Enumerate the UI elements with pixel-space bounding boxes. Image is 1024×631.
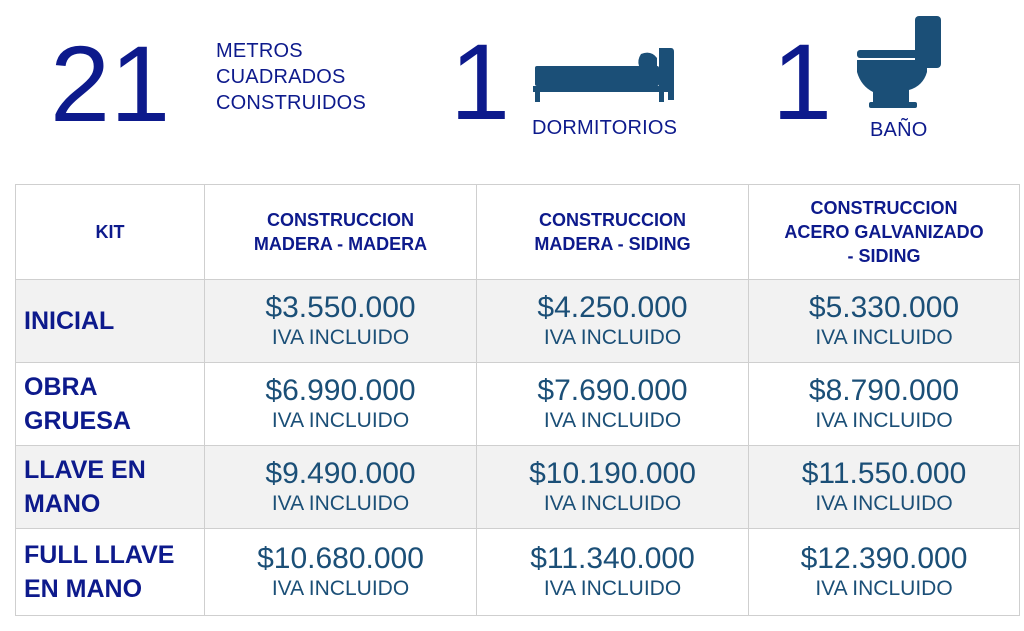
price-cell: $9.490.000 IVA INCLUIDO bbox=[204, 445, 477, 529]
header-line: CONSTRUCCION bbox=[810, 198, 958, 218]
price-cell: $10.680.000 IVA INCLUIDO bbox=[204, 528, 477, 616]
bedrooms-label: DORMITORIOS bbox=[532, 117, 678, 139]
row-label-line: LLAVE EN bbox=[24, 456, 146, 484]
price-value: $9.490.000 bbox=[265, 457, 416, 490]
bathrooms-label: BAÑO bbox=[870, 119, 928, 141]
price-value: $11.550.000 bbox=[801, 457, 967, 490]
bed-icon bbox=[533, 48, 674, 102]
price-note: IVA INCLUIDO bbox=[543, 577, 682, 600]
row-label: FULL LLAVE EN MANO bbox=[15, 528, 205, 616]
toilet-icon bbox=[857, 16, 941, 108]
price-value: $12.390.000 bbox=[800, 542, 968, 575]
header-line: ACERO GALVANIZADO bbox=[784, 222, 984, 242]
price-value: $10.680.000 bbox=[257, 542, 424, 575]
area-label-line: CONSTRUIDOS bbox=[216, 92, 366, 114]
price-note: IVA INCLUIDO bbox=[815, 409, 953, 432]
price-note: IVA INCLUIDO bbox=[543, 492, 682, 515]
area-number: 21 bbox=[50, 23, 171, 144]
price-value: $6.990.000 bbox=[265, 374, 416, 407]
row-label-line: EN MANO bbox=[24, 575, 143, 603]
row-label: INICIAL bbox=[15, 279, 205, 363]
price-value: $4.250.000 bbox=[537, 291, 688, 324]
column-header-kit: KIT bbox=[15, 184, 205, 280]
price-note: IVA INCLUIDO bbox=[815, 492, 953, 515]
price-note: IVA INCLUIDO bbox=[815, 577, 953, 600]
bedrooms-number: 1 bbox=[450, 21, 511, 142]
header-line: - SIDING bbox=[847, 246, 921, 266]
price-note: IVA INCLUIDO bbox=[815, 326, 953, 349]
price-value: $7.690.000 bbox=[537, 374, 688, 407]
summary-header: 21 METROS CUADRADOS CONSTRUIDOS 1 DORMIT… bbox=[0, 0, 1024, 180]
price-cell: $10.190.000 IVA INCLUIDO bbox=[476, 445, 749, 529]
row-label-line: GRUESA bbox=[24, 407, 131, 435]
row-label: OBRA GRUESA bbox=[15, 362, 205, 446]
price-cell: $11.340.000 IVA INCLUIDO bbox=[476, 528, 749, 616]
header-line: CONSTRUCCION bbox=[267, 210, 414, 230]
price-value: $5.330.000 bbox=[808, 291, 960, 324]
header-line: MADERA - MADERA bbox=[253, 234, 428, 254]
row-label-line: MANO bbox=[24, 490, 101, 518]
price-cell: $3.550.000 IVA INCLUIDO bbox=[204, 279, 477, 363]
row-label: LLAVE EN MANO bbox=[15, 445, 205, 529]
column-header-madera-madera: CONSTRUCCION MADERA - MADERA bbox=[204, 184, 477, 280]
price-cell: $12.390.000 IVA INCLUIDO bbox=[748, 528, 1020, 616]
column-header-madera-siding: CONSTRUCCION MADERA - SIDING bbox=[476, 184, 749, 280]
header-line: MADERA - SIDING bbox=[534, 234, 691, 254]
column-header-acero-siding: CONSTRUCCION ACERO GALVANIZADO - SIDING bbox=[748, 184, 1020, 280]
table-row: FULL LLAVE EN MANO $10.680.000 IVA INCLU… bbox=[15, 528, 1020, 616]
row-label-line: INICIAL bbox=[24, 307, 115, 335]
price-value: $11.340.000 bbox=[530, 542, 695, 575]
table-row: INICIAL $3.550.000 IVA INCLUIDO $4.250.0… bbox=[15, 279, 1020, 363]
bathrooms-number: 1 bbox=[772, 21, 833, 142]
price-cell: $5.330.000 IVA INCLUIDO bbox=[748, 279, 1020, 363]
price-note: IVA INCLUIDO bbox=[271, 409, 410, 432]
price-note: IVA INCLUIDO bbox=[271, 492, 410, 515]
price-value: $10.190.000 bbox=[529, 457, 696, 490]
price-table: KIT CONSTRUCCION MADERA - MADERA CONSTRU… bbox=[15, 184, 1020, 616]
header-line: KIT bbox=[95, 222, 125, 242]
price-note: IVA INCLUIDO bbox=[543, 409, 682, 432]
table-header-row: KIT CONSTRUCCION MADERA - MADERA CONSTRU… bbox=[15, 184, 1020, 280]
price-cell: $6.990.000 IVA INCLUIDO bbox=[204, 362, 477, 446]
price-cell: $7.690.000 IVA INCLUIDO bbox=[476, 362, 749, 446]
area-label-line: CUADRADOS bbox=[216, 66, 346, 88]
price-cell: $8.790.000 IVA INCLUIDO bbox=[748, 362, 1020, 446]
row-label-line: FULL LLAVE bbox=[24, 541, 175, 569]
table-row: OBRA GRUESA $6.990.000 IVA INCLUIDO $7.6… bbox=[15, 362, 1020, 446]
area-label-line: METROS bbox=[216, 40, 303, 62]
price-value: $3.550.000 bbox=[265, 291, 416, 324]
price-cell: $11.550.000 IVA INCLUIDO bbox=[748, 445, 1020, 529]
price-cell: $4.250.000 IVA INCLUIDO bbox=[476, 279, 749, 363]
price-note: IVA INCLUIDO bbox=[271, 577, 410, 600]
area-label: METROS CUADRADOS CONSTRUIDOS bbox=[216, 38, 366, 116]
price-value: $8.790.000 bbox=[808, 374, 960, 407]
table-row: LLAVE EN MANO $9.490.000 IVA INCLUIDO $1… bbox=[15, 445, 1020, 529]
header-line: CONSTRUCCION bbox=[539, 210, 686, 230]
row-label-line: OBRA bbox=[24, 373, 98, 401]
price-note: IVA INCLUIDO bbox=[543, 326, 682, 349]
price-note: IVA INCLUIDO bbox=[271, 326, 410, 349]
